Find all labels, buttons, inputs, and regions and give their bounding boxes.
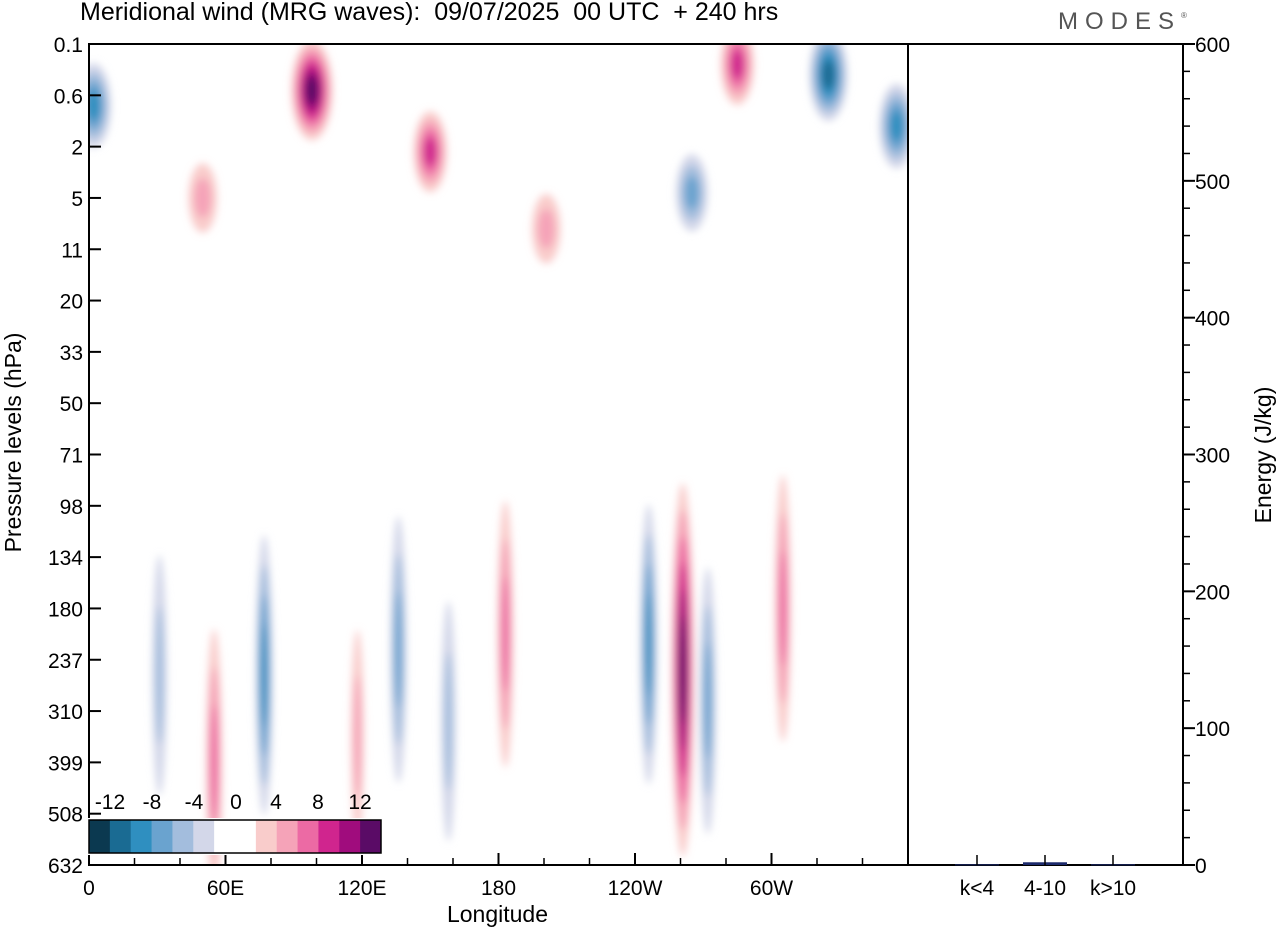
contour-band: [89, 90, 100, 121]
y-tick-label: 134: [48, 547, 83, 570]
x-tick-label: 60W: [750, 877, 793, 900]
y-tick-label: 2: [71, 137, 83, 160]
contour-band: [890, 110, 904, 142]
contour-band: [684, 176, 699, 210]
brand-registered-mark: ®: [1181, 11, 1187, 20]
contour-band: [210, 704, 218, 821]
y-tick-label: 180: [48, 598, 83, 621]
plot-frames: [88, 43, 1184, 866]
energy-axis-title: Energy (J/kg): [1250, 387, 1276, 524]
colorbar-label: 8: [312, 791, 324, 814]
colorbar-swatch: [235, 820, 257, 853]
colorbar-swatch: [109, 820, 132, 853]
y-tick-label: 0.6: [54, 85, 83, 108]
chart-title: Meridional wind (MRG waves): 09/07/2025 …: [80, 0, 779, 26]
energy-category-label: k<4: [960, 877, 995, 900]
colorbar: -12 -8 -4 0 4 8 12: [87, 791, 383, 855]
axes: 0 60E 120E 180 120W 60W 0.1 0.6 2 5 11 20 33 50 71 98 13…: [0, 34, 864, 927]
contour-band: [194, 178, 211, 218]
y-axis-title: Pressure levels (hPa): [0, 333, 26, 553]
energy-category-label: 4-10: [1024, 877, 1066, 900]
x-tick-label: 120E: [337, 877, 386, 900]
energy-tick-label: 600: [1195, 34, 1230, 57]
contour-band: [779, 550, 787, 667]
contour-band: [353, 675, 362, 799]
colorbar-label: -12: [95, 791, 125, 814]
colorbar-label: -4: [185, 791, 204, 814]
colorbar-label: 12: [348, 791, 371, 814]
contour-band: [261, 624, 268, 726]
colorbar-label: -8: [143, 791, 162, 814]
colorbar-swatch: [172, 820, 194, 853]
y-tick-label: 5: [71, 188, 83, 211]
brand-logo: MODES: [1058, 8, 1182, 35]
colorbar-frame: [88, 819, 382, 854]
colorbar-swatch: [297, 820, 319, 853]
y-tick-label: 0.1: [54, 34, 83, 57]
contour-band: [501, 576, 509, 692]
y-tick-label: 508: [48, 804, 83, 827]
y-tick-label: 310: [48, 701, 83, 724]
contour-band: [394, 591, 402, 708]
colorbar-swatch: [276, 820, 299, 853]
y-tick-label: 632: [48, 855, 83, 878]
y-tick-label: 399: [48, 752, 83, 775]
y-tick-label: 50: [60, 393, 83, 416]
colorbar-swatch: [151, 820, 173, 853]
contour-band: [822, 59, 835, 90]
contour-band: [679, 615, 687, 725]
y-tick-label: 20: [60, 291, 83, 314]
x-tick-label: 0: [83, 877, 95, 900]
energy-tick-label: 0: [1195, 855, 1207, 878]
y-tick-label: 98: [60, 496, 83, 519]
energy-tick-label: 400: [1195, 308, 1230, 331]
colorbar-label: 4: [270, 791, 282, 814]
contour-band: [538, 208, 555, 249]
x-tick-label: 60E: [207, 877, 244, 900]
y-tick-label: 71: [60, 445, 83, 468]
contour-band: [155, 606, 164, 745]
contour-band: [704, 643, 712, 759]
energy-tick-label: 200: [1195, 581, 1230, 604]
colorbar-swatch: [255, 820, 278, 853]
y-tick-label: 11: [61, 239, 83, 262]
x-tick-label: 120W: [608, 877, 663, 900]
colorbar-swatch: [214, 820, 236, 853]
colorbar-swatch: [130, 820, 153, 853]
contour-band: [305, 75, 318, 105]
colorbar-swatch: [318, 820, 340, 853]
colorbar-swatch: [89, 820, 111, 853]
energy-category-label: k>10: [1090, 877, 1136, 900]
energy-tick-label: 300: [1195, 445, 1230, 468]
contour-band: [424, 137, 437, 167]
contour-band: [444, 652, 453, 791]
heatmap-field: [89, 44, 908, 865]
x-tick-label: 180: [481, 877, 516, 900]
y-tick-label: 237: [48, 650, 83, 673]
colorbar-swatch: [360, 820, 382, 853]
energy-frame: [907, 43, 1184, 866]
x-axis-title: Longitude: [447, 901, 548, 927]
y-tick-label: 33: [60, 342, 83, 365]
contour-band: [645, 593, 652, 696]
colorbar-label: 0: [230, 791, 242, 814]
contour-band: [731, 49, 744, 80]
energy-tick-label: 500: [1195, 171, 1230, 194]
colorbar-swatch: [193, 820, 215, 853]
energy-tick-label: 100: [1195, 718, 1230, 741]
colorbar-swatch: [339, 820, 361, 853]
energy-bars: 0 100 200 300 400 500 600 k<4 4-10 k>10 Energy (J/…: [955, 34, 1276, 900]
